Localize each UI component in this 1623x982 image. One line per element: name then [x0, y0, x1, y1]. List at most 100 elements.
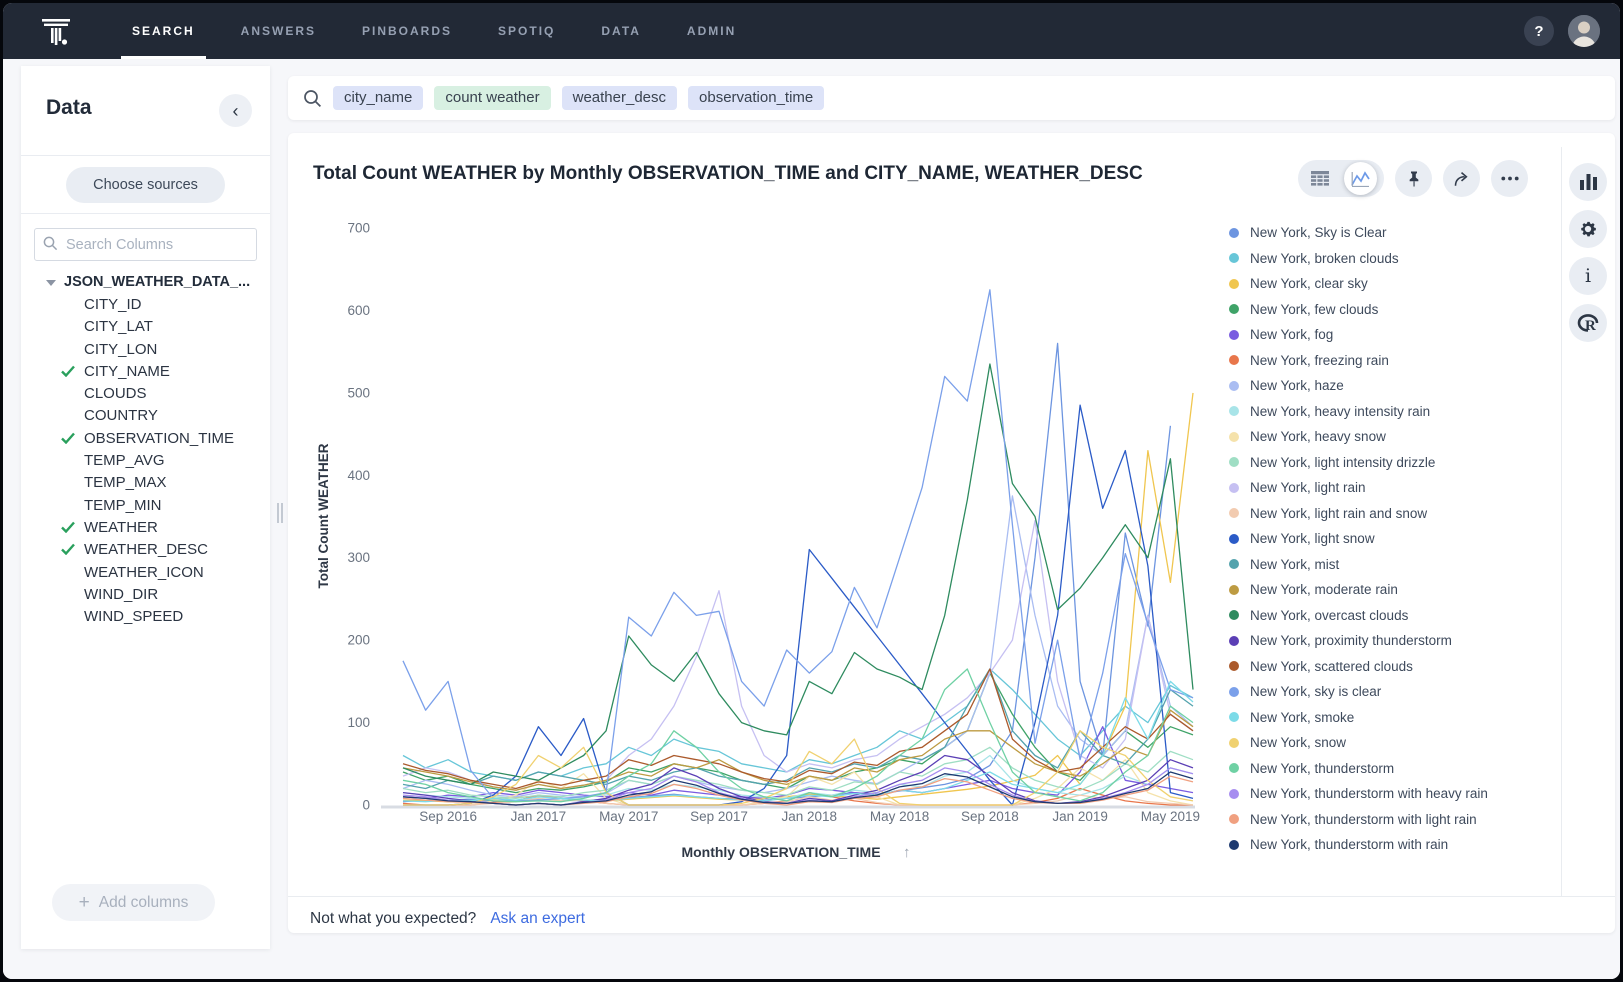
legend-item[interactable]: New York, clear sky [1229, 271, 1539, 297]
legend-item[interactable]: New York, smoke [1229, 705, 1539, 731]
chart-view-button[interactable] [1344, 162, 1377, 195]
column-item-city_lat[interactable]: CITY_LAT [21, 316, 270, 338]
column-item-city_name[interactable]: CITY_NAME [21, 361, 270, 383]
series-line[interactable] [402, 668, 1194, 790]
legend-item[interactable]: New York, heavy intensity rain [1229, 399, 1539, 425]
column-name: WIND_SPEED [84, 608, 184, 626]
share-button[interactable] [1443, 160, 1480, 197]
legend-item[interactable]: New York, overcast clouds [1229, 603, 1539, 629]
search-token[interactable]: observation_time [688, 86, 825, 110]
nav-item-spotiq[interactable]: SPOTIQ [498, 24, 556, 38]
legend-item[interactable]: New York, haze [1229, 373, 1539, 399]
legend-label: New York, Sky is Clear [1250, 225, 1387, 241]
legend-item[interactable]: New York, light rain [1229, 475, 1539, 501]
legend-item[interactable]: New York, scattered clouds [1229, 654, 1539, 680]
legend-item[interactable]: New York, proximity thunderstorm [1229, 628, 1539, 654]
legend-label: New York, heavy intensity rain [1250, 403, 1431, 419]
column-item-weather_desc[interactable]: WEATHER_DESC [21, 539, 270, 561]
add-columns-button[interactable]: + Add columns [52, 884, 215, 921]
series-line[interactable] [402, 771, 1194, 806]
pin-button[interactable] [1395, 160, 1432, 197]
legend-item[interactable]: New York, snow [1229, 730, 1539, 756]
series-line[interactable] [402, 668, 1194, 790]
legend-item[interactable]: New York, freezing rain [1229, 348, 1539, 374]
series-line[interactable] [402, 668, 1194, 803]
column-item-country[interactable]: COUNTRY [21, 405, 270, 427]
series-line[interactable] [402, 342, 1172, 803]
series-line[interactable] [403, 404, 1194, 806]
series-line[interactable] [402, 672, 1194, 794]
column-item-temp_max[interactable]: TEMP_MAX [21, 472, 270, 494]
series-line[interactable] [402, 363, 1194, 786]
series-line[interactable] [402, 289, 1194, 802]
footer-question: Not what you expected? [310, 910, 477, 927]
nav-item-pinboards[interactable]: PINBOARDS [362, 24, 453, 38]
series-line[interactable] [403, 730, 1194, 806]
legend-item[interactable]: New York, light rain and snow [1229, 501, 1539, 527]
choose-sources-button[interactable]: Choose sources [66, 166, 225, 203]
legend-item[interactable]: New York, light snow [1229, 526, 1539, 552]
thoughtspot-logo[interactable] [3, 13, 109, 49]
legend-dot [1229, 227, 1239, 238]
series-line[interactable] [402, 746, 1194, 800]
ask-an-expert-link[interactable]: Ask an expert [490, 910, 586, 927]
nav-item-answers[interactable]: ANSWERS [240, 24, 317, 38]
legend-item[interactable]: New York, sky is clear [1229, 679, 1539, 705]
legend-item[interactable]: New York, light intensity drizzle [1229, 450, 1539, 476]
legend-item[interactable]: New York, moderate rain [1229, 577, 1539, 603]
settings-button[interactable] [1569, 210, 1607, 248]
legend-item[interactable]: New York, fog [1229, 322, 1539, 348]
panel-resize-handle[interactable] [277, 503, 279, 523]
series-line[interactable] [402, 495, 1194, 798]
table-node[interactable]: JSON_WEATHER_DATA_... [21, 271, 270, 294]
answer-card: Total Count WEATHER by Monthly OBSERVATI… [288, 133, 1615, 933]
x-tick-label: Jan 2017 [511, 809, 567, 824]
info-button[interactable]: i [1569, 257, 1607, 295]
column-item-temp_avg[interactable]: TEMP_AVG [21, 450, 270, 472]
column-name: CITY_NAME [84, 362, 170, 380]
search-token[interactable]: weather_desc [561, 86, 678, 110]
legend-item[interactable]: New York, broken clouds [1229, 246, 1539, 272]
legend-item[interactable]: New York, few clouds [1229, 297, 1539, 323]
column-item-clouds[interactable]: CLOUDS [21, 383, 270, 405]
search-token[interactable]: city_name [333, 86, 424, 110]
legend-item[interactable]: New York, heavy snow [1229, 424, 1539, 450]
legend-label: New York, snow [1250, 735, 1347, 751]
table-view-button[interactable] [1298, 160, 1341, 197]
nav-item-data[interactable]: DATA [601, 24, 641, 38]
search-columns-input[interactable] [34, 228, 257, 261]
collapse-panel-button[interactable]: ‹ [219, 94, 252, 127]
column-item-wind_speed[interactable]: WIND_SPEED [21, 606, 270, 628]
column-item-temp_min[interactable]: TEMP_MIN [21, 495, 270, 517]
chart-config-button[interactable] [1569, 163, 1607, 201]
column-item-wind_dir[interactable]: WIND_DIR [21, 584, 270, 606]
legend-item[interactable]: New York, thunderstorm with rain [1229, 832, 1539, 858]
legend-item[interactable]: New York, thunderstorm with heavy rain [1229, 781, 1539, 807]
card-vertical-divider [1561, 147, 1562, 896]
legend-item[interactable]: New York, thunderstorm [1229, 756, 1539, 782]
series-line[interactable] [402, 709, 1194, 791]
help-button[interactable]: ? [1524, 16, 1554, 46]
nav-item-search[interactable]: SEARCH [109, 3, 218, 59]
line-chart[interactable]: 0 100 200 300 400 500 600 700 Sep 2016 Jan 2017 Ma… [298, 188, 1208, 888]
user-avatar[interactable] [1568, 15, 1600, 47]
sort-arrow-icon[interactable]: ↑ [903, 844, 911, 861]
more-options-button[interactable] [1491, 160, 1528, 197]
legend-item[interactable]: New York, Sky is Clear [1229, 220, 1539, 246]
column-item-observation_time[interactable]: OBSERVATION_TIME [21, 428, 270, 450]
column-item-weather_icon[interactable]: WEATHER_ICON [21, 562, 270, 584]
r-analysis-button[interactable]: R [1569, 304, 1607, 342]
y-tick-label: 200 [347, 633, 370, 648]
column-item-weather[interactable]: WEATHER [21, 517, 270, 539]
legend-dot [1229, 610, 1239, 621]
series-line[interactable] [403, 794, 1194, 806]
search-bar[interactable]: city_name count weather weather_desc observ… [288, 76, 1615, 120]
search-token[interactable]: count weather [434, 86, 551, 110]
nav-item-admin[interactable]: ADMIN [686, 24, 737, 38]
column-item-city_id[interactable]: CITY_ID [21, 294, 270, 316]
column-item-city_lon[interactable]: CITY_LON [21, 339, 270, 361]
search-tokens: city_name count weather weather_desc observ… [333, 86, 825, 110]
legend-item[interactable]: New York, thunderstorm with light rain [1229, 807, 1539, 833]
legend-item[interactable]: New York, mist [1229, 552, 1539, 578]
